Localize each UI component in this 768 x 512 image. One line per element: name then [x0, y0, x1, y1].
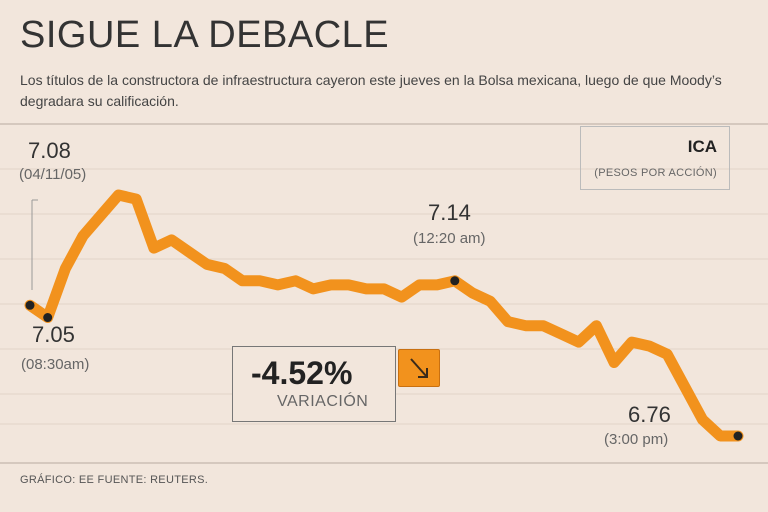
- data-point-marker: [43, 313, 53, 323]
- annotation-value: 7.05: [32, 322, 75, 347]
- legend-box: ICA (PESOS POR ACCIÓN): [580, 126, 730, 190]
- annotation-value: 7.14: [428, 200, 471, 225]
- source-footer: GRÁFICO: EE FUENTE: REUTERS.: [20, 474, 209, 486]
- chart-subtitle: Los títulos de la constructora de infrae…: [20, 72, 722, 109]
- legend-unit: (PESOS POR ACCIÓN): [594, 167, 717, 179]
- markers: [25, 276, 743, 441]
- down-arrow-icon: [398, 349, 440, 387]
- annotation-time: (04/11/05): [19, 166, 87, 183]
- legend-name: ICA: [687, 137, 717, 156]
- annotation-time: (3:00 pm): [604, 431, 669, 448]
- annotation-value: 7.08: [28, 138, 71, 163]
- annotation-time: (08:30am): [21, 356, 90, 373]
- series-line: [24, 189, 744, 442]
- variation-label: VARIACIÓN: [277, 393, 369, 410]
- annotation-value: 6.76: [628, 402, 671, 427]
- data-point-marker: [733, 431, 743, 441]
- chart-title: SIGUE LA DEBACLE: [20, 14, 390, 56]
- data-point-marker: [450, 276, 460, 286]
- variation-box: -4.52% VARIACIÓN: [232, 346, 396, 422]
- data-point-marker: [25, 300, 35, 310]
- annotation-time: (12:20 am): [413, 230, 486, 247]
- variation-percent: -4.52%: [251, 355, 353, 391]
